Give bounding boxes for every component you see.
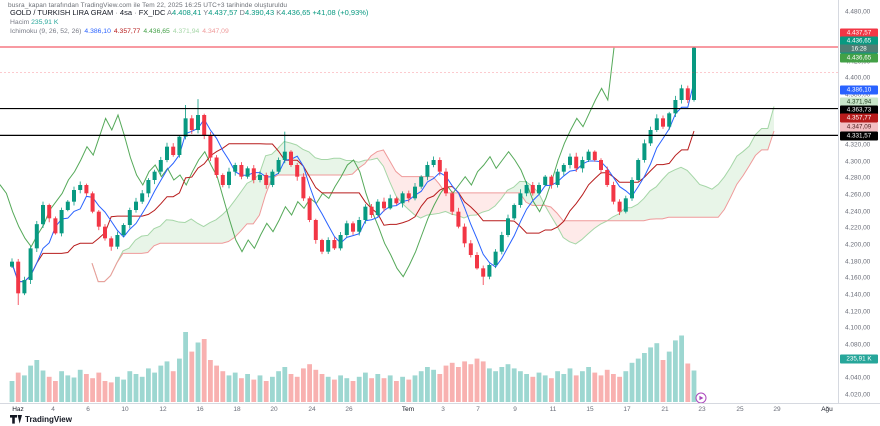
time-axis-label: 4	[51, 406, 55, 413]
symbol-legend-row[interactable]: GOLD / TURKISH LIRA GRAM · 4sa · FX_IDC …	[10, 8, 368, 18]
high-value: 4.437,57	[208, 8, 238, 17]
change-value: +41,08 (+0,93%)	[312, 8, 369, 17]
price-axis-label: 4.100,00	[845, 324, 871, 332]
exchange-label: FX_IDC	[138, 8, 166, 17]
time-axis-label: 24	[308, 406, 316, 413]
price-axis-label: 4.480,00	[845, 8, 871, 16]
time-axis-label: 20	[270, 406, 278, 413]
open-letter: A	[167, 8, 173, 17]
tradingview-logo-icon	[10, 415, 22, 424]
interval-label[interactable]: 4sa	[119, 8, 132, 17]
legend-separator: ·	[134, 8, 137, 17]
bar-countdown: 16:28	[840, 44, 878, 53]
open-value: 4.408,41	[172, 8, 202, 17]
ichimoku-values: 4.386,10 4.357,77 4.436,65 4.371,94 4.347,09	[81, 28, 228, 35]
price-axis-label: 4.020,00	[845, 391, 871, 399]
time-axis-label: 25	[736, 406, 744, 413]
time-axis-label: 16	[196, 406, 204, 413]
time-axis-label: 15	[586, 406, 594, 413]
time-axis-label: 26	[345, 406, 353, 413]
time-axis-label: 18	[233, 406, 241, 413]
high-letter: Y	[203, 8, 209, 17]
time-axis-label: 10	[121, 406, 129, 413]
time-axis-label: 21	[661, 406, 669, 413]
price-badge-tenkan-price: 4.386,10	[840, 85, 878, 95]
price-axis-label: 4.320,00	[845, 141, 871, 149]
price-badge-kijun-price: 4.357,77	[840, 113, 878, 123]
attribution-text: busra_kapan tarafından TradingView.com i…	[8, 2, 288, 9]
time-axis-label: Haz	[12, 406, 24, 413]
price-badge-black-hline1-price: 4.363,73	[840, 105, 878, 114]
price-badge-black-hline2-price: 4.331,57	[840, 131, 878, 140]
price-badge-senkou-a-price: 4.371,94	[840, 97, 878, 106]
ichimoku-label: Ichimoku (9, 26, 52, 26)	[10, 28, 82, 35]
price-axis-label: 4.120,00	[845, 308, 871, 316]
time-axis-label: Ağu	[821, 406, 833, 413]
tradingview-link[interactable]: TradingView	[10, 415, 72, 424]
chart-legend: GOLD / TURKISH LIRA GRAM · 4sa · FX_IDC …	[10, 8, 368, 37]
volume-value: 235,91 K	[31, 18, 59, 26]
time-axis-label: 29	[773, 406, 781, 413]
price-badge-chikou-price: 4.436,65	[840, 53, 878, 62]
price-axis-label: 4.240,00	[845, 208, 871, 216]
time-axis-label: 3	[441, 406, 445, 413]
time-axis[interactable]: Haz 4 6 10 12 16 18 20 24 26 Tem 3 7 9 11 15 17 21 23 25 29 A…	[0, 403, 880, 416]
ichimoku-value-2: 4.436,65	[143, 28, 170, 35]
ohlc-values: A4.408,41 Y4.437,57 D4.390,43 K4.436,65 …	[167, 8, 368, 17]
low-value: 4.390,43	[244, 8, 275, 17]
time-axis-label: Tem	[401, 406, 415, 413]
price-axis-label: 4.200,00	[845, 241, 871, 249]
time-axis-label: 12	[159, 406, 167, 413]
time-axis-label: 23	[698, 406, 706, 413]
volume-label: Hacim	[10, 18, 30, 26]
price-axis[interactable]: 4.480,004.420,004.400,004.380,004.340,00…	[838, 0, 880, 403]
price-badge-volume-value: 235,91 K	[840, 354, 878, 364]
close-value: 4.436,65	[281, 8, 311, 17]
footer: TradingView	[0, 415, 880, 426]
ichimoku-value-4: 4.347,09	[202, 28, 229, 35]
ichimoku-legend-row[interactable]: Ichimoku (9, 26, 52, 26) 4.386,10 4.357,77…	[10, 28, 368, 37]
ichimoku-value-0: 4.386,10	[84, 28, 111, 35]
legend-separator: ·	[115, 8, 118, 17]
close-letter: K	[276, 8, 282, 17]
price-axis-label: 4.080,00	[845, 341, 871, 349]
price-axis-label: 4.300,00	[845, 158, 871, 166]
ichimoku-value-3: 4.371,94	[172, 28, 200, 35]
time-axis-label: 9	[513, 406, 517, 413]
low-letter: D	[239, 8, 245, 17]
time-axis-label: 6	[86, 406, 90, 413]
price-badge-last-price: 4.436,65 16:28	[840, 36, 878, 54]
price-axis-label: 4.260,00	[845, 191, 871, 199]
price-badge-senkou-b-price: 4.347,09	[840, 122, 878, 131]
event-marker-icon[interactable]	[695, 392, 707, 403]
ichimoku-value-1: 4.357,77	[113, 28, 141, 35]
price-axis-label: 4.400,00	[845, 74, 871, 82]
price-badge-red-hline-price: 4.437,57	[840, 28, 878, 38]
time-axis-label: 7	[476, 406, 480, 413]
volume-legend-row[interactable]: Hacim 235,91 K	[10, 19, 368, 28]
price-axis-label: 4.220,00	[845, 224, 871, 232]
symbol-title: GOLD / TURKISH LIRA GRAM	[10, 8, 114, 17]
price-axis-label: 4.380,00	[845, 91, 871, 99]
price-axis-label: 4.140,00	[845, 291, 871, 299]
price-axis-label: 4.280,00	[845, 174, 871, 182]
price-axis-label: 4.040,00	[845, 374, 871, 382]
tradingview-wordmark: TradingView	[25, 415, 72, 424]
time-axis-label: 17	[623, 406, 631, 413]
time-axis-label: 11	[549, 406, 557, 413]
price-axis-label: 4.160,00	[845, 274, 871, 282]
price-axis-label: 4.180,00	[845, 258, 871, 266]
